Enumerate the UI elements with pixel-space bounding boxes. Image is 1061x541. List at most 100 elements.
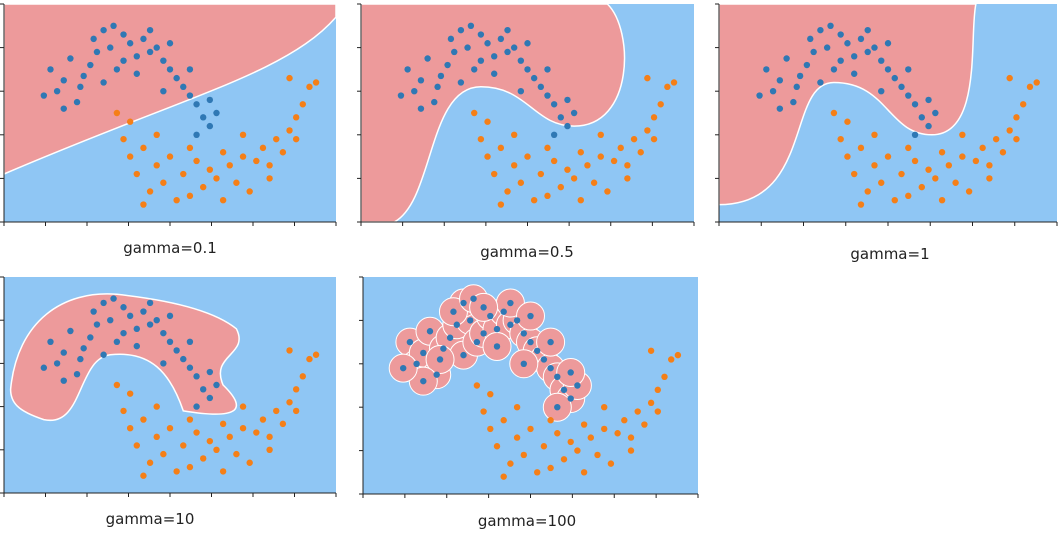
data-point-orange bbox=[524, 153, 531, 160]
data-point-blue bbox=[447, 35, 455, 43]
data-point-orange bbox=[253, 157, 260, 165]
data-point-blue bbox=[160, 360, 167, 367]
data-point-blue bbox=[180, 355, 187, 363]
data-point-orange bbox=[986, 175, 993, 182]
data-point-orange bbox=[180, 442, 187, 449]
data-point-orange bbox=[233, 179, 240, 186]
data-point-orange bbox=[517, 179, 525, 186]
data-point-blue bbox=[60, 349, 67, 356]
data-point-blue bbox=[73, 371, 81, 378]
chart-title-gamma-0-5: gamma=0.5 bbox=[480, 243, 574, 261]
data-point-blue bbox=[126, 40, 134, 47]
data-point-orange bbox=[239, 425, 247, 432]
data-point-orange bbox=[239, 403, 247, 410]
data-point-blue bbox=[47, 66, 54, 73]
data-point-blue bbox=[77, 355, 84, 363]
data-point-blue bbox=[413, 360, 420, 367]
data-point-blue bbox=[120, 329, 127, 337]
chart-title-gamma-10: gamma=10 bbox=[105, 510, 195, 528]
data-point-blue bbox=[898, 83, 905, 91]
data-point-blue bbox=[464, 44, 471, 51]
data-point-blue bbox=[100, 351, 107, 358]
data-point-blue bbox=[450, 308, 457, 315]
data-point-blue bbox=[524, 40, 531, 47]
data-point-blue bbox=[446, 334, 454, 341]
data-point-blue bbox=[113, 338, 121, 345]
data-point-orange bbox=[654, 408, 661, 415]
data-point-blue bbox=[406, 338, 414, 346]
data-point-blue bbox=[87, 334, 94, 341]
data-point-orange bbox=[497, 144, 505, 152]
data-point-blue bbox=[173, 347, 180, 354]
data-point-blue bbox=[186, 338, 194, 345]
data-point-blue bbox=[467, 317, 474, 324]
data-point-blue bbox=[864, 26, 871, 34]
data-point-blue bbox=[564, 96, 571, 104]
data-point-orange bbox=[140, 416, 147, 423]
data-point-blue bbox=[424, 55, 431, 62]
data-point-orange bbox=[544, 144, 551, 152]
data-point-orange bbox=[507, 460, 514, 467]
data-point-orange bbox=[1006, 127, 1013, 134]
data-point-blue bbox=[837, 57, 844, 64]
data-point-orange bbox=[140, 201, 147, 208]
data-point-orange bbox=[153, 403, 160, 410]
data-point-orange bbox=[534, 469, 541, 476]
data-point-orange bbox=[113, 109, 121, 117]
data-point-orange bbox=[557, 183, 564, 191]
data-point-blue bbox=[193, 101, 200, 108]
data-point-orange bbox=[239, 131, 247, 138]
data-point-orange bbox=[253, 429, 260, 436]
data-point-orange bbox=[133, 170, 140, 178]
data-point-blue bbox=[67, 55, 74, 62]
data-point-orange bbox=[259, 416, 267, 423]
data-point-orange bbox=[627, 447, 635, 454]
data-point-orange bbox=[246, 459, 253, 466]
data-point-orange bbox=[550, 157, 558, 165]
data-point-blue bbox=[437, 72, 445, 80]
data-point-blue bbox=[93, 321, 101, 328]
data-point-blue bbox=[544, 92, 551, 99]
data-point-blue bbox=[173, 74, 180, 82]
data-point-orange bbox=[219, 197, 227, 204]
data-point-blue bbox=[491, 53, 498, 60]
data-point-orange bbox=[670, 79, 678, 86]
data-point-orange bbox=[146, 188, 154, 195]
chart-panel-gamma-100 bbox=[359, 276, 699, 500]
data-point-orange bbox=[1033, 79, 1040, 86]
data-point-orange bbox=[540, 443, 548, 450]
data-point-blue bbox=[140, 308, 147, 315]
data-point-orange bbox=[580, 469, 588, 476]
data-point-orange bbox=[120, 407, 127, 415]
data-point-orange bbox=[1006, 74, 1013, 82]
data-point-orange bbox=[564, 166, 571, 173]
data-point-orange bbox=[641, 421, 648, 428]
data-point-blue bbox=[60, 77, 67, 84]
data-point-blue bbox=[554, 373, 561, 381]
data-point-orange bbox=[219, 149, 227, 156]
data-point-orange bbox=[140, 472, 147, 479]
data-point-orange bbox=[594, 451, 601, 459]
data-point-blue bbox=[564, 122, 571, 130]
data-point-orange bbox=[292, 135, 300, 143]
data-point-blue bbox=[146, 26, 154, 34]
data-point-blue bbox=[851, 70, 858, 77]
data-point-blue bbox=[90, 308, 97, 315]
data-point-orange bbox=[299, 101, 306, 108]
data-point-orange bbox=[306, 355, 313, 363]
data-point-orange bbox=[279, 149, 287, 156]
data-point-orange bbox=[601, 425, 608, 433]
data-point-blue bbox=[537, 83, 545, 91]
data-point-blue bbox=[160, 57, 167, 64]
data-point-orange bbox=[471, 109, 478, 117]
data-point-blue bbox=[925, 122, 932, 130]
data-point-orange bbox=[972, 157, 980, 165]
data-point-blue bbox=[480, 304, 487, 311]
scatter-chart-4 bbox=[359, 276, 699, 498]
scatter-chart-2 bbox=[715, 3, 1058, 226]
data-point-blue bbox=[517, 57, 525, 64]
data-point-blue bbox=[457, 79, 465, 86]
data-point-blue bbox=[473, 338, 481, 346]
data-point-orange bbox=[965, 188, 973, 195]
data-point-orange bbox=[654, 386, 661, 394]
